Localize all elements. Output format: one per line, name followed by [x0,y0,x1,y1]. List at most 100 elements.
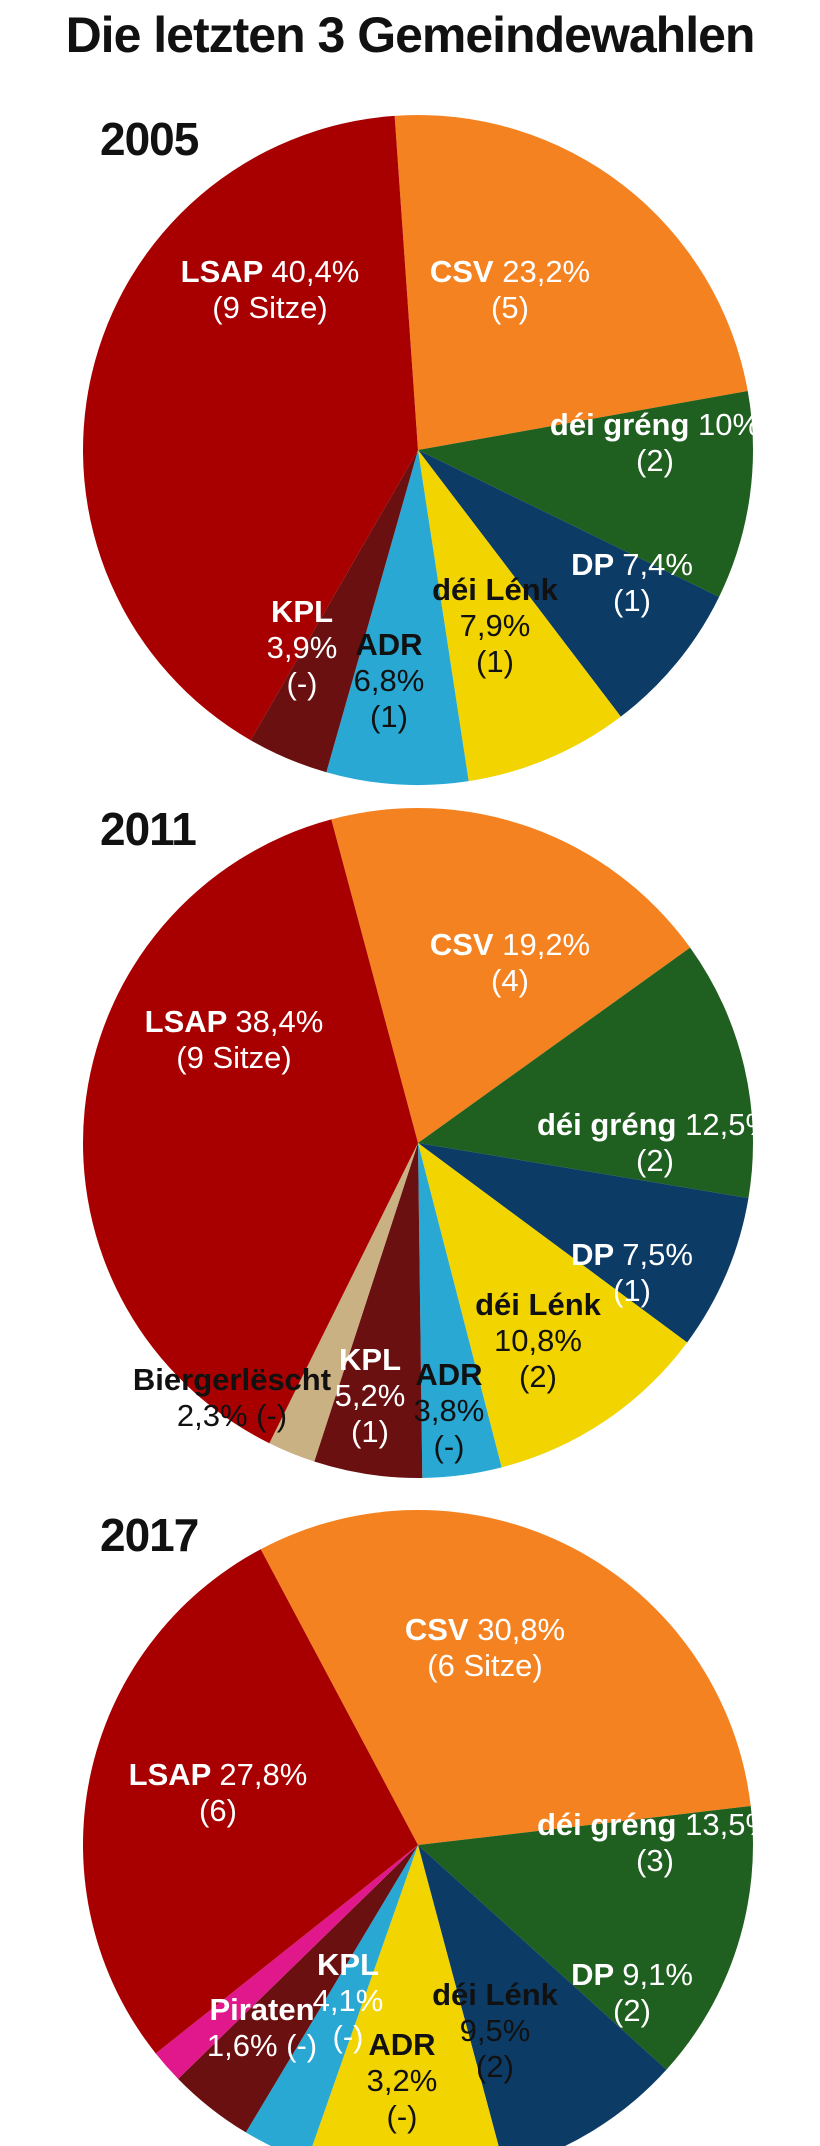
svg-text:LSAP 40,4%: LSAP 40,4% [181,254,360,289]
pie-slice-2011-kpl [314,1143,423,1478]
slice-label-2005-d-i-gr-ng: déi gréng 10%(2) [550,407,760,478]
svg-text:(1): (1) [370,699,408,734]
slice-label-2011-dp: DP 7,5%(1) [571,1237,693,1308]
svg-text:Biergerlëscht: Biergerlëscht [133,1362,331,1397]
svg-text:(1): (1) [476,644,514,679]
svg-text:(-): (-) [333,2019,364,2054]
pie-slice-2017-lsap [82,1549,418,2054]
svg-text:3,2%: 3,2% [367,2063,438,2098]
slice-label-2017-d-i-gr-ng: déi gréng 13,5%(3) [537,1807,773,1878]
svg-text:déi gréng 13,5%: déi gréng 13,5% [537,1807,773,1842]
svg-text:4,1%: 4,1% [313,1983,384,2018]
svg-text:Piraten: Piraten [209,1992,314,2027]
pie-slice-2011-lsap [82,819,418,1444]
svg-text:5,2%: 5,2% [335,1378,406,1413]
svg-text:DP 7,5%: DP 7,5% [571,1237,693,1272]
svg-text:CSV 23,2%: CSV 23,2% [430,254,590,289]
svg-text:déi gréng 10%: déi gréng 10% [550,407,760,442]
svg-text:9,5%: 9,5% [460,2013,531,2048]
pie-slice-2005-d-i-l-nk [418,450,621,782]
pie-slice-2005-dp [418,450,720,717]
svg-text:CSV 30,8%: CSV 30,8% [405,1612,565,1647]
slice-label-2011-lsap: LSAP 38,4%(9 Sitze) [145,1004,324,1075]
svg-text:1,6% (-): 1,6% (-) [207,2028,317,2063]
svg-text:(2): (2) [519,1359,557,1394]
svg-text:(-): (-) [434,1429,465,1464]
svg-text:(6): (6) [199,1793,237,1828]
svg-text:(9 Sitze): (9 Sitze) [212,290,327,325]
svg-text:KPL: KPL [339,1342,401,1377]
pie-slice-2005-d-i-gr-ng [418,391,753,597]
svg-text:déi Lénk: déi Lénk [432,1977,559,2012]
svg-text:10,8%: 10,8% [494,1323,582,1358]
year-label-2011: 2011 [100,803,197,855]
pie-slice-2017-d-i-gr-ng [418,1806,754,2070]
pie-slice-2011-csv [331,807,691,1143]
svg-text:(6 Sitze): (6 Sitze) [427,1648,542,1683]
svg-text:(1): (1) [613,1273,651,1308]
svg-text:(2): (2) [636,443,674,478]
pie-slice-2011-biergerl-scht [269,1143,418,1462]
svg-text:DP 9,1%: DP 9,1% [571,1957,693,1992]
pie-slice-2017-dp [418,1845,667,2146]
svg-text:KPL: KPL [317,1947,379,1982]
svg-text:3,8%: 3,8% [414,1393,485,1428]
svg-text:6,8%: 6,8% [354,663,425,698]
pie-slice-2017-piraten [155,1845,418,2079]
svg-text:(9 Sitze): (9 Sitze) [176,1040,291,1075]
svg-text:(1): (1) [613,583,651,618]
svg-text:(5): (5) [491,290,529,325]
svg-text:(3): (3) [636,1843,674,1878]
svg-text:(2): (2) [636,1143,674,1178]
svg-text:déi Lénk: déi Lénk [432,572,559,607]
slice-label-2011-csv: CSV 19,2%(4) [430,927,590,998]
svg-text:LSAP 27,8%: LSAP 27,8% [129,1757,308,1792]
svg-text:7,9%: 7,9% [460,608,531,643]
svg-text:(-): (-) [387,2099,418,2134]
svg-text:déi gréng 12,5%: déi gréng 12,5% [537,1107,773,1142]
svg-text:(2): (2) [476,2049,514,2084]
pie-slice-2005-adr [326,450,469,786]
svg-text:CSV 19,2%: CSV 19,2% [430,927,590,962]
pie-slice-2011-adr [418,1143,502,1478]
svg-text:(2): (2) [613,1993,651,2028]
year-label-2005: 2005 [100,113,199,165]
pie-slice-2005-csv [394,115,748,451]
pie-slice-2017-csv [260,1509,751,1845]
slice-label-2017-csv: CSV 30,8%(6 Sitze) [405,1612,565,1683]
pie-slice-2011-d-i-gr-ng [418,947,753,1199]
svg-text:déi Lénk: déi Lénk [475,1287,602,1322]
svg-text:ADR: ADR [415,1357,482,1392]
pie-slice-2017-d-i-l-nk [312,1845,499,2146]
slice-label-2005-dp: DP 7,4%(1) [571,547,693,618]
slice-label-2005-csv: CSV 23,2%(5) [430,254,590,325]
svg-text:DP 7,4%: DP 7,4% [571,547,693,582]
slice-label-2011-d-i-gr-ng: déi gréng 12,5%(2) [537,1107,773,1178]
svg-text:3,9%: 3,9% [267,630,338,665]
slice-label-2017-lsap: LSAP 27,8%(6) [129,1757,308,1828]
pie-slice-2011-dp [418,1143,749,1343]
pie-slice-2005-kpl [250,450,418,773]
slice-label-2005-lsap: LSAP 40,4%(9 Sitze) [181,254,360,325]
pie-slice-2017-kpl [178,1845,418,2133]
chart-main-title: Die letzten 3 Gemeindewahlen [65,7,756,63]
pie-slice-2017-adr [245,1845,418,2146]
pie-slice-2005-lsap [83,115,418,741]
svg-text:2,3% (-): 2,3% (-) [177,1398,287,1433]
svg-text:(1): (1) [351,1414,389,1449]
slice-label-2017-dp: DP 9,1%(2) [571,1957,693,2028]
svg-text:KPL: KPL [271,594,333,629]
year-label-2017: 2017 [100,1509,199,1561]
svg-text:ADR: ADR [368,2027,435,2062]
